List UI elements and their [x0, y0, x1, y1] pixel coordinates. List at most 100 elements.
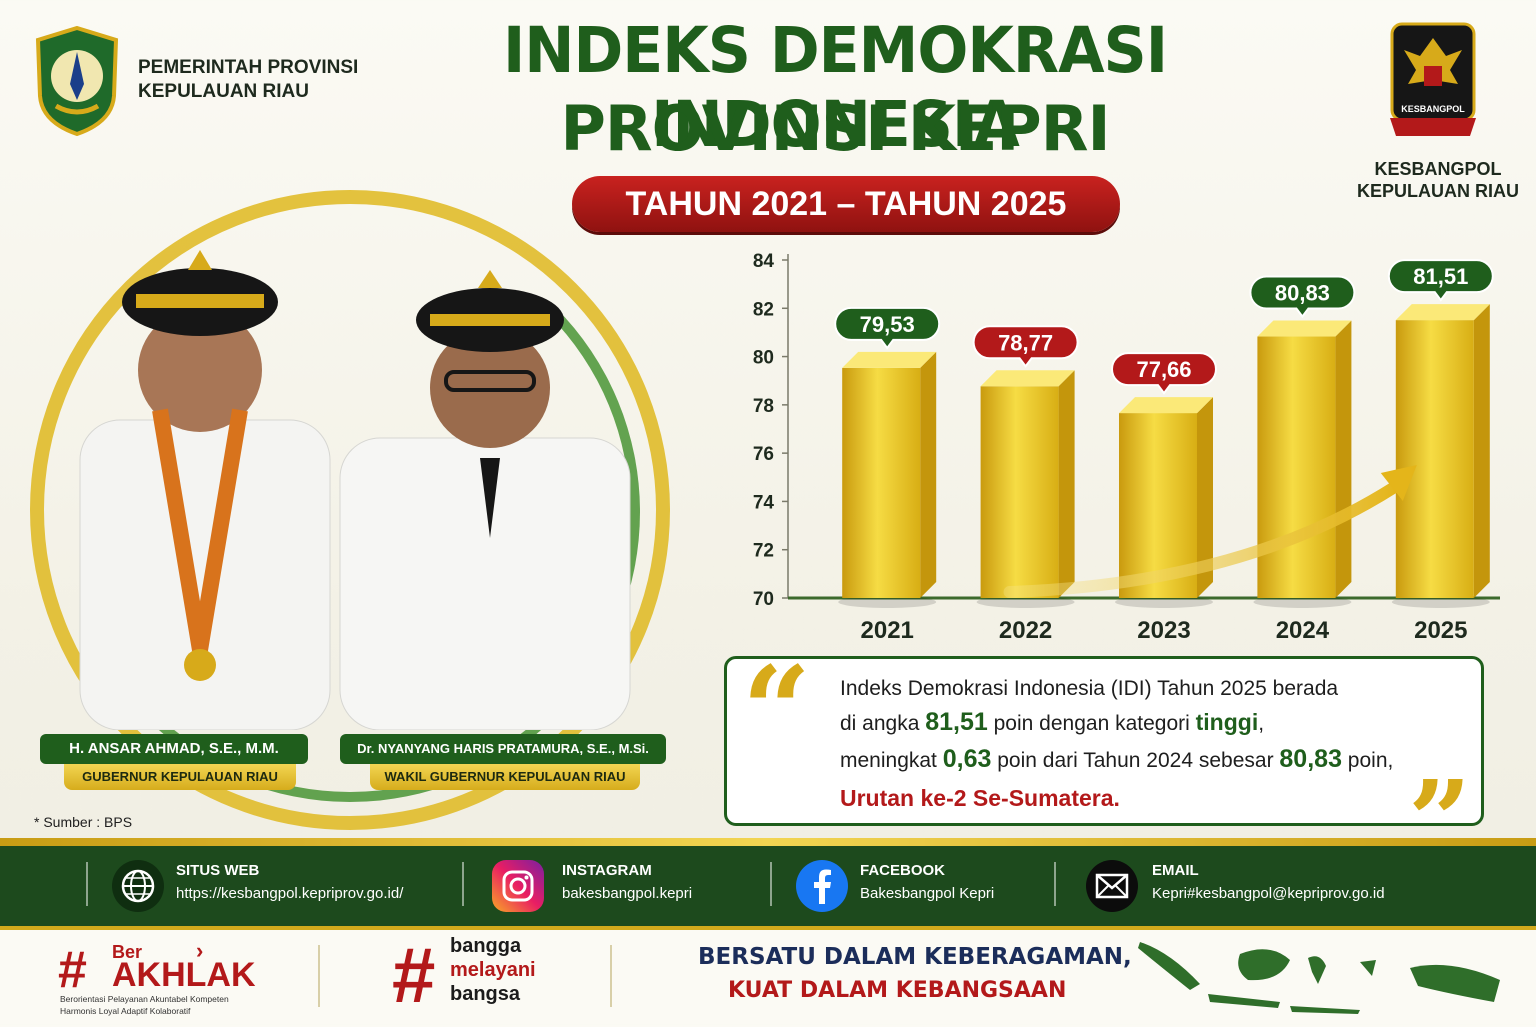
y-tick-label: 82 [753, 299, 774, 320]
quote-line-3: meningkat 0,63 poin dari Tahun 2024 sebe… [840, 745, 1393, 774]
decorative-ring-green [60, 222, 640, 802]
chevron-right-icon: › [196, 938, 204, 963]
instagram-icon [492, 860, 544, 912]
org-line-2: KEPULAUAN RIAU [1357, 181, 1519, 201]
bar-top [980, 370, 1075, 387]
x-tick-label: 2023 [1137, 617, 1190, 644]
y-tick-label: 78 [753, 396, 774, 417]
governor-photo [40, 210, 360, 731]
bar-side [1473, 304, 1490, 598]
motto-line-1: BERSATU DALAM KEBERAGAMAN, [698, 944, 1132, 970]
quote-text: di angka [840, 712, 926, 735]
kesbangpol-label: KESBANGPOL KEPULAUAN RIAU [1348, 158, 1528, 202]
bangsa-word: bangsa [450, 983, 521, 1005]
government-label: PEMERINTAH PROVINSI KEPULAUAN RIAU [138, 56, 358, 104]
quote-text: meningkat [840, 749, 943, 772]
bar [1395, 320, 1474, 598]
quote-line-1: Indeks Demokrasi Indonesia (IDI) Tahun 2… [840, 677, 1339, 700]
trend-arrow [1003, 480, 1401, 598]
footer-separator [462, 862, 464, 906]
x-tick-label: 2024 [1276, 617, 1330, 644]
vice-governor-role: WAKIL GUBERNUR KEPULAUAN RIAU [370, 764, 640, 790]
value-label: 81,51 [1413, 264, 1468, 289]
bangga-hash: # [392, 931, 436, 1019]
gov-line-1: PEMERINTAH PROVINSI [138, 57, 359, 78]
quote-category: tinggi [1195, 709, 1259, 735]
value-label: 79,53 [860, 312, 915, 337]
gold-divider [0, 838, 1536, 846]
bar [842, 367, 921, 598]
quote-value-2024: 80,83 [1279, 745, 1342, 773]
indonesia-map-icon [1130, 932, 1510, 1022]
akhlak-subtitle-1: Berorientasi Pelayanan Akuntabel Kompete… [60, 994, 229, 1004]
website-link[interactable]: https://kesbangpol.kepriprov.go.id/ [176, 885, 404, 902]
value-label-bubble [834, 306, 941, 350]
footer-separator [770, 862, 772, 906]
instagram-handle[interactable]: bakesbangpol.kepri [562, 885, 693, 902]
kesbangpol-logo: KESBANGPOL [1388, 22, 1478, 140]
bar-side [1197, 397, 1213, 598]
akhlak-subtitle-2: Harmonis Loyal Adaptif Kolaboratif [60, 1006, 191, 1016]
quote-line-2: di angka 81,51 poin dengan kategori ting… [840, 708, 1264, 737]
value-label: 77,66 [1136, 357, 1191, 382]
globe-icon [112, 860, 164, 912]
y-tick-label: 76 [753, 444, 774, 465]
y-tick-label: 70 [753, 589, 774, 610]
instagram-label: INSTAGRAM [562, 862, 652, 879]
vice-governor-photo [320, 248, 650, 731]
gold-divider-bottom [0, 926, 1536, 930]
open-quote-icon: “ [742, 640, 812, 781]
bangga-word: bangga [450, 935, 522, 957]
bottom-separator [318, 945, 320, 1007]
gov-line-2: KEPULAUAN RIAU [138, 81, 309, 102]
quote-line-4: Urutan ke-2 Se-Sumatera. [840, 785, 1120, 812]
facebook-label: FACEBOOK [860, 862, 946, 879]
bar-top [1119, 397, 1213, 414]
governor-role: GUBERNUR KEPULAUAN RIAU [64, 764, 296, 790]
bar [980, 386, 1059, 598]
trend-arrow-head [1380, 464, 1417, 501]
value-label-bubble [1387, 259, 1494, 302]
motto-line-2: KUAT DALAM KEBANGSAAN [728, 978, 1067, 1003]
value-label: 78,77 [998, 330, 1053, 355]
idi-bar-chart: 70 72 74 76 78 80 82 84 2021 79,53 2022 78,77 2023 7… [753, 251, 1500, 644]
quote-text: poin dari Tahun 2024 sebesar [991, 749, 1280, 772]
akhlak-ber: Ber [112, 942, 143, 962]
bar-shadow [1115, 596, 1213, 608]
email-label: EMAIL [1152, 862, 1199, 879]
org-line-1: KESBANGPOL [1374, 159, 1502, 179]
email-address[interactable]: Kepri#kesbangpol@kepriprov.go.id [1152, 885, 1385, 902]
bar [1257, 336, 1336, 598]
quote-increase: 0,63 [942, 745, 992, 773]
bangga-melayani-bangsa-logo: bangga melayani bangsa [450, 934, 536, 1006]
quote-text: poin dengan kategori [987, 712, 1196, 735]
facebook-page[interactable]: Bakesbangpol Kepri [860, 885, 995, 902]
melayani-word: melayani [450, 959, 536, 981]
y-tick-label: 80 [753, 348, 774, 369]
bar-shadow [1391, 596, 1490, 608]
bar-side [1058, 370, 1075, 598]
website-label: SITUS WEB [176, 862, 260, 879]
facebook-icon [796, 860, 848, 912]
y-tick-label: 84 [753, 251, 775, 272]
contact-band [0, 846, 1536, 926]
akhlak-logo: AKHLAK [112, 956, 256, 994]
main-title-line-2: PROVINSI KEPRI [560, 92, 1110, 165]
source-note: * Sumber : BPS [34, 814, 133, 830]
bar-shadow [976, 596, 1075, 608]
value-label-bubble [1249, 275, 1356, 319]
value-label-bubble [1111, 352, 1217, 395]
quote-text: poin, [1341, 749, 1394, 772]
bar-side [1335, 320, 1352, 598]
y-tick-label: 72 [753, 541, 774, 562]
summary-quote-box [724, 656, 1484, 826]
value-label-bubble [972, 325, 1079, 368]
provincial-emblem-logo [34, 25, 120, 137]
governor-name: H. ANSAR AHMAD, S.E., M.M. [40, 734, 308, 764]
bar-shadow [1253, 596, 1352, 608]
bottom-strip [0, 930, 1536, 1024]
period-banner: TAHUN 2021 – TAHUN 2025 [572, 176, 1120, 232]
bar-shadow [838, 596, 937, 608]
quote-value-2025: 81,51 [925, 708, 988, 736]
quote-ranking: Urutan ke-2 Se-Sumatera. [840, 785, 1120, 811]
